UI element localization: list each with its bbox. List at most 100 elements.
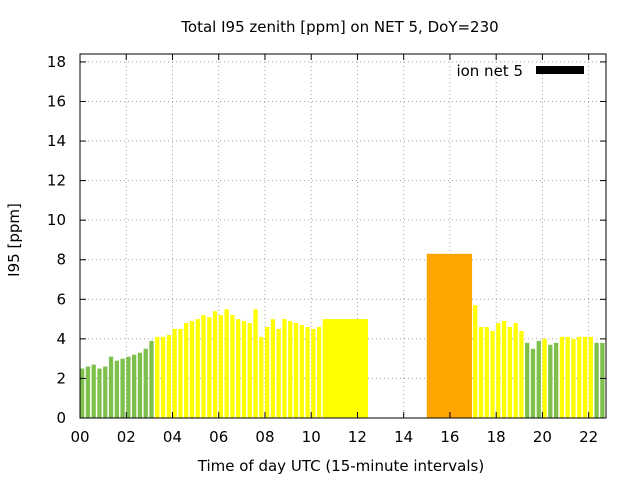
bar (311, 328, 316, 418)
bar (288, 321, 293, 418)
bar (525, 342, 530, 418)
y-axis-label: I95 [ppm] (5, 203, 23, 277)
bar (542, 338, 547, 418)
bar (108, 356, 114, 418)
bar (91, 364, 96, 418)
bar (224, 309, 229, 418)
bar (253, 309, 258, 418)
bar (247, 323, 252, 418)
legend-label: ion net 5 (456, 62, 523, 80)
y-tick-label: 8 (56, 251, 66, 269)
bar (97, 368, 102, 418)
bar (195, 319, 200, 418)
bar (212, 311, 218, 418)
bar (137, 352, 143, 418)
y-tick-label: 18 (47, 53, 66, 71)
x-tick-label: 14 (394, 428, 413, 446)
bar (501, 321, 507, 418)
x-tick-label: 16 (440, 428, 459, 446)
bar (160, 336, 166, 418)
bar (577, 336, 582, 418)
bar (588, 336, 593, 418)
bar (600, 342, 605, 418)
x-tick-label: 18 (487, 428, 506, 446)
bar (293, 323, 299, 418)
x-tick-label: 00 (70, 428, 89, 446)
bar (189, 321, 195, 418)
bar (201, 315, 206, 418)
bar (264, 327, 270, 418)
y-tick-label: 16 (47, 92, 66, 110)
bar (305, 327, 310, 418)
bar (553, 342, 559, 418)
y-tick-label: 2 (56, 369, 66, 387)
y-tick-label: 14 (47, 132, 66, 150)
plot-frame (79, 53, 607, 419)
bar (426, 253, 473, 418)
bar (594, 342, 599, 418)
bar (519, 330, 524, 418)
x-tick-label: 02 (117, 428, 136, 446)
bar (236, 319, 241, 418)
bar (149, 340, 154, 418)
bar (270, 319, 276, 418)
bar (496, 323, 501, 418)
y-tick-label: 10 (47, 211, 66, 229)
bar (178, 328, 183, 418)
x-tick-label: 04 (163, 428, 182, 446)
y-tick-label: 4 (56, 330, 66, 348)
y-tick-label: 6 (56, 290, 66, 308)
bar (166, 334, 171, 418)
bar (282, 319, 287, 418)
y-tick-label: 12 (47, 172, 66, 190)
bar (473, 305, 478, 418)
bar (85, 366, 91, 418)
bar (230, 315, 235, 418)
bar (184, 323, 189, 418)
bar (114, 360, 119, 418)
bar (172, 328, 177, 418)
bar (559, 336, 565, 418)
x-tick-label: 06 (209, 428, 228, 446)
bar (241, 321, 247, 418)
bar (507, 327, 513, 418)
legend-swatch (536, 66, 584, 74)
bar (155, 336, 160, 418)
bar (513, 323, 518, 418)
bar (322, 319, 369, 418)
x-axis-label: Time of day UTC (15-minute intervals) (197, 457, 484, 475)
x-tick-label: 08 (255, 428, 274, 446)
bar (571, 338, 576, 418)
grid-lines (80, 54, 606, 418)
x-tick-label: 12 (348, 428, 367, 446)
x-tick-label: 22 (579, 428, 598, 446)
legend: ion net 5 (456, 62, 584, 80)
bar (80, 368, 85, 418)
bar (276, 328, 281, 418)
bar (316, 327, 322, 418)
bar (478, 327, 484, 418)
bar (126, 356, 131, 418)
chart-title: Total I95 zenith [ppm] on NET 5, DoY=230 (180, 18, 498, 36)
bar (536, 340, 541, 418)
bar (143, 348, 148, 418)
bar (132, 354, 137, 418)
bar (548, 344, 553, 418)
bars (80, 253, 605, 418)
bar (103, 366, 108, 418)
y-tick-label: 0 (56, 409, 66, 427)
x-tick-label: 20 (533, 428, 552, 446)
bar (259, 336, 264, 418)
bar (218, 315, 224, 418)
bar (490, 330, 495, 418)
bar (299, 325, 304, 418)
bar (120, 358, 125, 418)
bar (582, 336, 588, 418)
bar (207, 317, 212, 418)
bar (530, 348, 536, 418)
bar (484, 327, 489, 418)
bar (565, 336, 570, 418)
x-tick-label: 10 (302, 428, 321, 446)
